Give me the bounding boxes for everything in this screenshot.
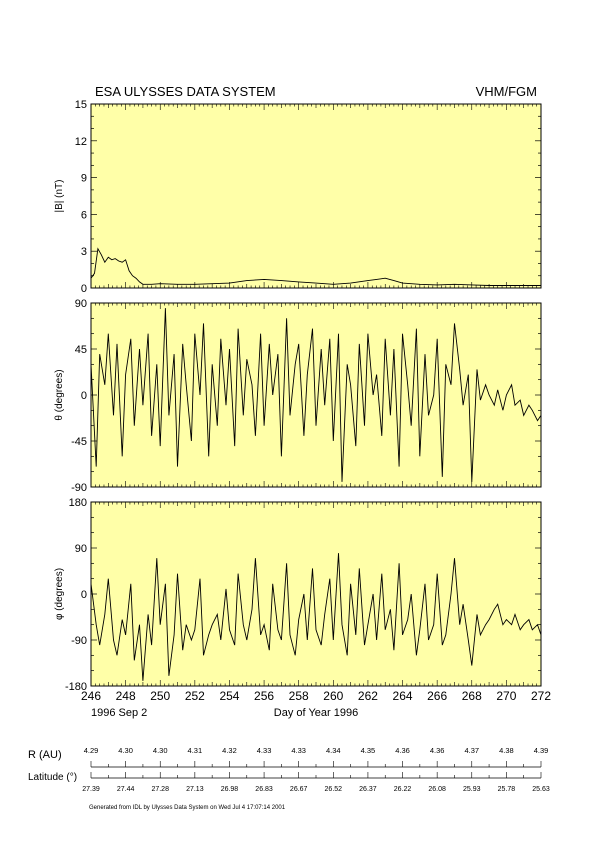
y-tick-label: 45 — [75, 344, 87, 356]
latitude-value: 26.08 — [428, 786, 446, 793]
latitude-value: 25.93 — [463, 786, 481, 793]
y-tick-label: -180 — [65, 681, 87, 693]
x-tick-label: 250 — [150, 689, 170, 703]
r-au-value: 4.34 — [326, 746, 341, 755]
series-line-phi — [90, 553, 542, 681]
series-line-b-magnitude — [90, 247, 541, 286]
x-start-date: 1996 Sep 2 — [91, 707, 147, 719]
y-axis-label-phi: φ (degrees) — [54, 568, 65, 620]
r-au-value: 4.31 — [188, 746, 203, 755]
latitude-value: 25.78 — [498, 786, 516, 793]
y-axis-label-theta: θ (degrees) — [54, 369, 65, 420]
latitude-value: 26.83 — [255, 786, 273, 793]
latitude-value: 26.37 — [359, 786, 377, 793]
r-au-value: 4.36 — [395, 746, 410, 755]
latitude-value: 25.63 — [532, 786, 550, 793]
x-tick-label: 254 — [219, 689, 239, 703]
x-tick-label: 246 — [81, 689, 101, 703]
y-tick-label: 3 — [81, 246, 87, 258]
r-au-value: 4.36 — [430, 746, 445, 755]
y-tick-label: 90 — [75, 298, 87, 310]
latitude-value: 27.28 — [151, 786, 169, 793]
header-left-title: ESA ULYSSES DATA SYSTEM — [95, 84, 276, 99]
x-tick-label: 268 — [462, 689, 482, 703]
r-au-value: 4.33 — [257, 746, 272, 755]
r-au-label: R (AU) — [28, 749, 62, 761]
y-tick-label: 6 — [81, 209, 87, 221]
r-au-value: 4.30 — [118, 746, 133, 755]
y-tick-label: 15 — [75, 99, 87, 111]
y-tick-label: 12 — [75, 136, 87, 148]
latitude-value: 26.67 — [290, 786, 308, 793]
y-tick-label: 0 — [81, 283, 87, 295]
y-tick-label: -90 — [71, 635, 87, 647]
x-tick-label: 262 — [358, 689, 378, 703]
x-tick-label: 264 — [393, 689, 413, 703]
r-au-value: 4.35 — [361, 746, 376, 755]
r-au-value: 4.29 — [84, 746, 99, 755]
series-line-theta — [90, 308, 542, 482]
x-tick-label: 252 — [185, 689, 205, 703]
latitude-value: 27.44 — [117, 786, 135, 793]
latitude-value: 27.13 — [186, 786, 204, 793]
latitude-value: 26.52 — [325, 786, 343, 793]
r-au-value: 4.39 — [534, 746, 549, 755]
r-au-value: 4.32 — [222, 746, 237, 755]
y-tick-label: 9 — [81, 173, 87, 185]
r-au-value: 4.38 — [499, 746, 514, 755]
header-right-title: VHM/FGM — [476, 84, 537, 99]
latitude-value: 27.39 — [82, 786, 100, 793]
x-tick-label: 248 — [116, 689, 136, 703]
r-au-value: 4.33 — [291, 746, 306, 755]
latitude-label: Latitude (°) — [28, 772, 77, 783]
x-tick-label: 272 — [531, 689, 551, 703]
y-axis-label-b-magnitude: |B| (nT) — [54, 180, 65, 213]
r-au-value: 4.30 — [153, 746, 168, 755]
x-tick-label: 260 — [323, 689, 343, 703]
x-tick-label: 266 — [427, 689, 447, 703]
x-axis-label: Day of Year 1996 — [274, 707, 358, 719]
latitude-value: 26.22 — [394, 786, 412, 793]
r-au-value: 4.37 — [464, 746, 479, 755]
x-tick-label: 270 — [496, 689, 516, 703]
panel-b-magnitude — [90, 103, 542, 289]
x-tick-label: 258 — [289, 689, 309, 703]
footer-generated-text: Generated from IDL by Ulysses Data Syste… — [89, 805, 286, 811]
y-tick-label: 180 — [69, 497, 87, 509]
y-tick-label: 0 — [81, 589, 87, 601]
y-tick-label: -90 — [71, 482, 87, 494]
y-tick-label: -45 — [71, 436, 87, 448]
y-tick-label: 90 — [75, 543, 87, 555]
latitude-value: 26.98 — [221, 786, 239, 793]
y-tick-label: 0 — [81, 390, 87, 402]
x-tick-label: 256 — [254, 689, 274, 703]
